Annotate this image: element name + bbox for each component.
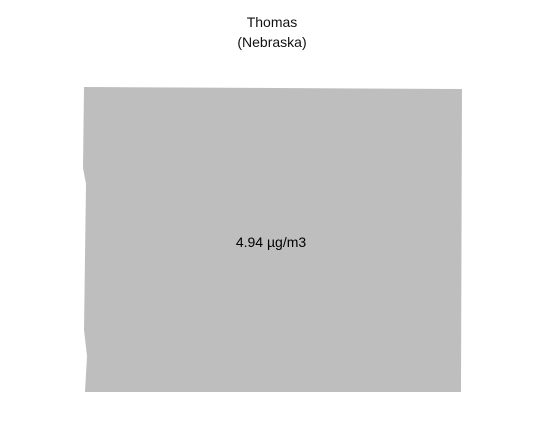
map-title: Thomas: [246, 14, 298, 30]
county-shape: [83, 87, 462, 392]
county-value-label: 4.94 µg/m3: [236, 234, 307, 250]
map-subtitle: (Nebraska): [237, 34, 307, 50]
map-title-block: Thomas (Nebraska): [0, 12, 544, 52]
